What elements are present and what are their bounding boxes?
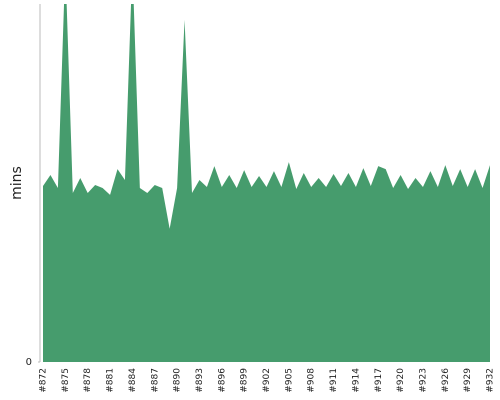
x-tick-label: #932 — [486, 368, 496, 393]
x-tick-label: #908 — [307, 368, 317, 393]
x-tick-label: #890 — [173, 368, 183, 393]
x-tick-label: #899 — [240, 368, 250, 393]
x-tick-label: #881 — [106, 368, 116, 393]
x-tick-label: #911 — [329, 368, 339, 393]
y-axis-label: mins — [9, 166, 25, 200]
x-tick-label: #902 — [262, 368, 272, 393]
x-tick-label: #923 — [418, 368, 428, 393]
x-tick-label: #920 — [396, 368, 406, 393]
x-tick-label: #896 — [217, 368, 227, 393]
area — [43, 4, 490, 362]
x-tick-label: #926 — [441, 368, 451, 393]
x-tick-label: #875 — [61, 368, 71, 393]
x-tick-label: #905 — [284, 368, 294, 393]
x-tick-label: #914 — [351, 368, 361, 393]
y-tick-label: 0 — [26, 357, 32, 368]
x-tick-label: #929 — [463, 368, 473, 393]
x-tick-label: #917 — [374, 368, 384, 393]
x-tick-label: #872 — [39, 368, 49, 393]
x-tick-label: #884 — [128, 368, 138, 393]
x-tick-label: #887 — [150, 368, 160, 393]
x-tick-label: #893 — [195, 368, 205, 393]
x-tick-label: #878 — [83, 368, 93, 393]
